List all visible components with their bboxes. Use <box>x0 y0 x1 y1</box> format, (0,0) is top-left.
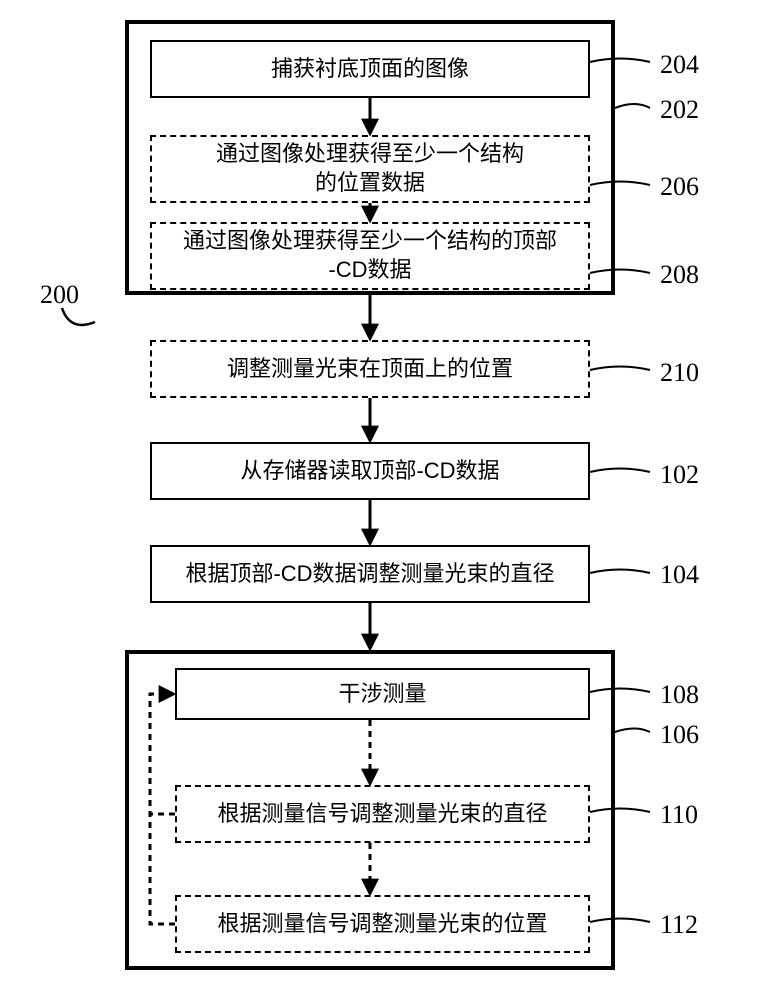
node-104-text: 根据顶部-CD数据调整测量光束的直径 <box>185 560 554 589</box>
node-112: 根据测量信号调整测量光束的位置 <box>175 895 590 953</box>
label-210: 210 <box>660 358 699 388</box>
label-208: 208 <box>660 260 699 290</box>
label-110: 110 <box>660 800 698 830</box>
node-210: 调整测量光束在顶面上的位置 <box>150 340 590 398</box>
label-202: 202 <box>660 95 699 125</box>
label-206: 206 <box>660 172 699 202</box>
node-108: 干涉测量 <box>175 668 590 720</box>
label-106: 106 <box>660 720 699 750</box>
label-102: 102 <box>660 460 699 490</box>
node-210-text: 调整测量光束在顶面上的位置 <box>227 355 513 384</box>
node-108-text: 干涉测量 <box>338 680 426 709</box>
node-112-text: 根据测量信号调整测量光束的位置 <box>217 910 547 939</box>
node-102: 从存储器读取顶部-CD数据 <box>150 442 590 500</box>
node-204: 捕获衬底顶面的图像 <box>150 40 590 98</box>
node-208-text: 通过图像处理获得至少一个结构的顶部 -CD数据 <box>183 227 557 284</box>
node-110: 根据测量信号调整测量光束的直径 <box>175 785 590 843</box>
label-104: 104 <box>660 560 699 590</box>
node-208: 通过图像处理获得至少一个结构的顶部 -CD数据 <box>150 222 590 290</box>
label-108: 108 <box>660 680 699 710</box>
node-102-text: 从存储器读取顶部-CD数据 <box>240 457 499 486</box>
label-204: 204 <box>660 50 699 80</box>
diagram-canvas: 捕获衬底顶面的图像 通过图像处理获得至少一个结构 的位置数据 通过图像处理获得至… <box>0 0 773 1000</box>
label-112: 112 <box>660 910 698 940</box>
ref-200: 200 <box>40 280 79 310</box>
node-204-text: 捕获衬底顶面的图像 <box>271 55 469 84</box>
node-110-text: 根据测量信号调整测量光束的直径 <box>217 800 547 829</box>
node-206: 通过图像处理获得至少一个结构 的位置数据 <box>150 135 590 203</box>
node-206-text: 通过图像处理获得至少一个结构 的位置数据 <box>216 140 524 197</box>
node-104: 根据顶部-CD数据调整测量光束的直径 <box>150 545 590 603</box>
